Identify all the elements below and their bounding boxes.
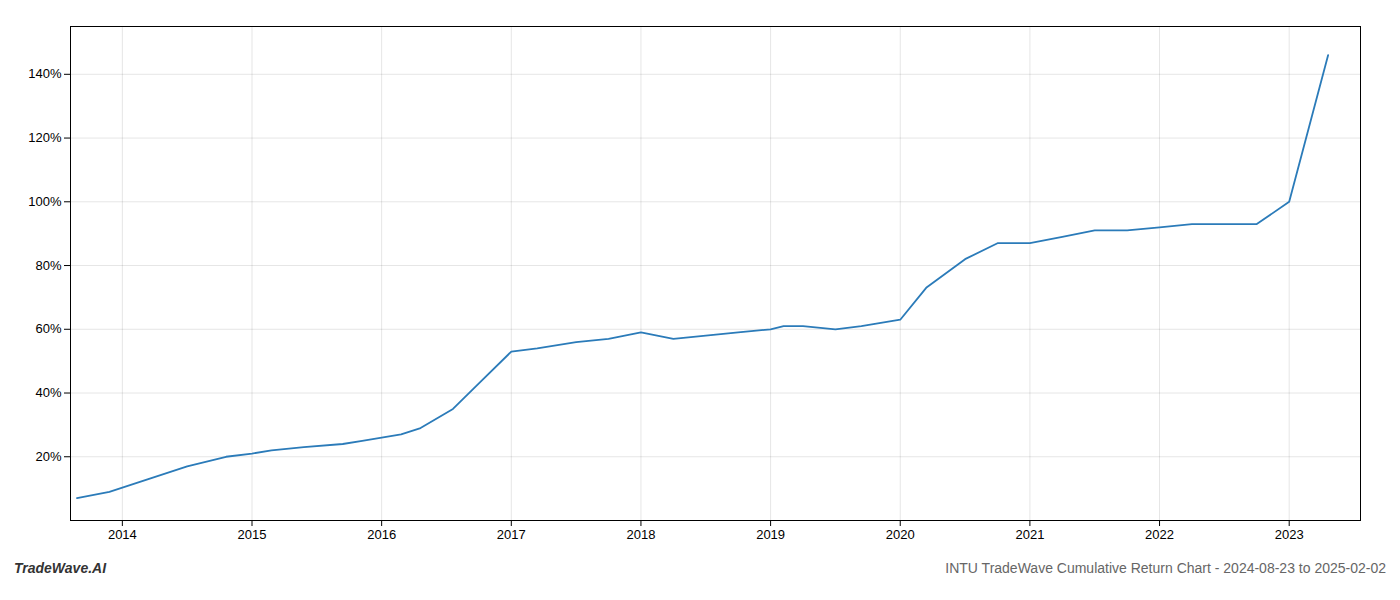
svg-text:80%: 80% [35,258,61,273]
svg-text:2018: 2018 [626,527,655,542]
html-text:TradeWave.AI: TradeWave.AI [14,560,107,576]
svg-text:120%: 120% [28,130,62,145]
svg-text:20%: 20% [35,449,61,464]
svg-text:40%: 40% [35,385,61,400]
svg-text:60%: 60% [35,321,61,336]
svg-text:140%: 140% [28,66,62,81]
svg-text:2016: 2016 [367,527,396,542]
svg-text:2022: 2022 [1145,527,1174,542]
svg-text:100%: 100% [28,194,62,209]
svg-text:2019: 2019 [756,527,785,542]
svg-text:2014: 2014 [108,527,137,542]
html-text:INTU TradeWave Cumulative Retu: INTU TradeWave Cumulative Return Chart -… [945,560,1386,576]
svg-text:2021: 2021 [1015,527,1044,542]
svg-text:2020: 2020 [886,527,915,542]
svg-text:2017: 2017 [497,527,526,542]
svg-text:2015: 2015 [238,527,267,542]
svg-text:2023: 2023 [1275,527,1304,542]
